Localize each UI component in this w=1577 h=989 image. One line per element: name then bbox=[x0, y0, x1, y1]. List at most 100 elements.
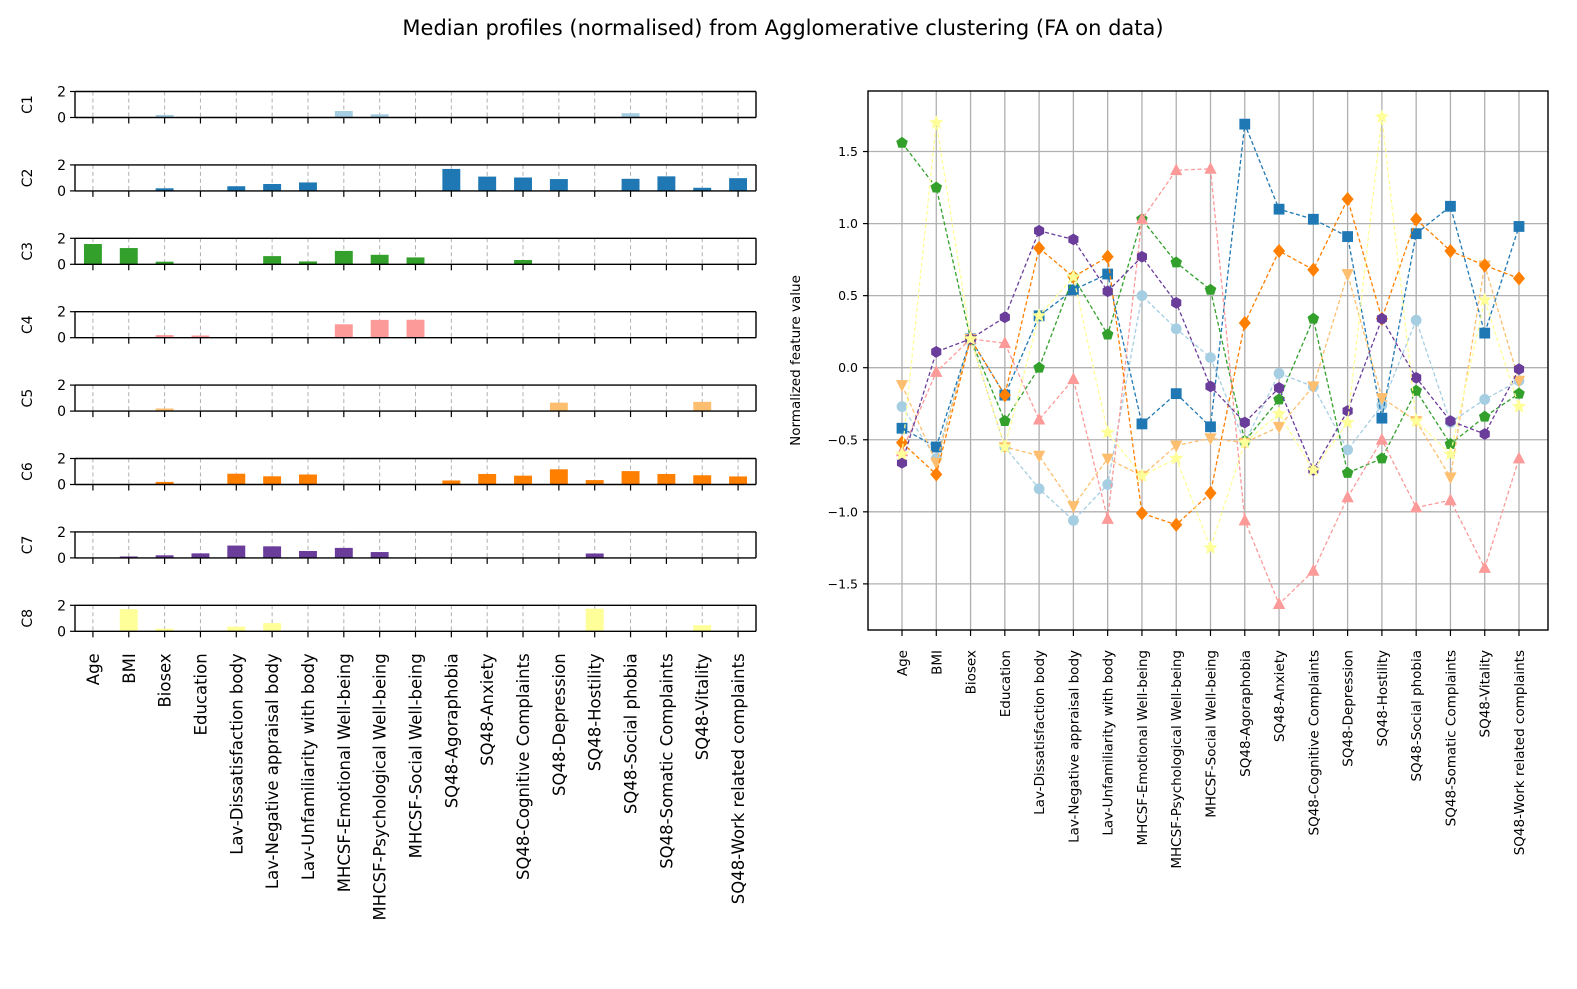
point-5-sq48-anxiety bbox=[1274, 422, 1285, 433]
bar-c6-sq48-anxiety bbox=[478, 474, 496, 485]
bar-c3-bmi bbox=[120, 248, 138, 264]
point-4-lav-unfamiliarity-with-body bbox=[1102, 513, 1113, 524]
point-3-education bbox=[1000, 415, 1011, 425]
y-tick-label: 0 bbox=[57, 551, 66, 567]
point-2-mhcsf-psychological-well-being bbox=[1171, 389, 1181, 399]
point-7-sq48-depression bbox=[1343, 406, 1352, 417]
panel-label-c2: C2 bbox=[20, 169, 36, 188]
point-4-lav-negative-appraisal-body bbox=[1068, 373, 1079, 384]
point-7-lav-negative-appraisal-body bbox=[1069, 234, 1078, 245]
bar-c2-sq48-cognitive-complaints bbox=[514, 178, 532, 191]
panel-c1: 0 2 C1 bbox=[20, 85, 756, 127]
bar-c2-sq48-anxiety bbox=[478, 177, 496, 191]
point-7-sq48-work-related-complaints bbox=[1514, 364, 1523, 375]
point-6-sq48-work-related-complaints bbox=[1514, 272, 1525, 285]
x-tick-label-sq48-cognitive-complaints: SQ48-Cognitive Complaints bbox=[514, 653, 533, 880]
x-tick-label-sq48-depression: SQ48-Depression bbox=[550, 653, 569, 796]
bar-c6-sq48-social-phobia bbox=[622, 471, 640, 484]
bar-c7-mhcsf-emotional-well-being bbox=[335, 548, 353, 558]
panel-c4: 0 2 C4 bbox=[20, 305, 756, 347]
x-tick-label-sq48-anxiety: SQ48-Anxiety bbox=[478, 653, 497, 766]
bar-c8-sq48-hostility bbox=[586, 609, 604, 632]
y-tick-label: 0 bbox=[57, 184, 66, 200]
bar-c7-mhcsf-psychological-well-being bbox=[371, 552, 389, 558]
panel-c2: 0 2 C2 bbox=[20, 158, 756, 200]
bar-c2-lav-negative-appraisal-body bbox=[263, 184, 281, 191]
x-tick-label-lav-dissatisfaction-body: Lav-Dissatisfaction body bbox=[1032, 650, 1048, 815]
point-7-mhcsf-emotional-well-being bbox=[1137, 251, 1146, 262]
point-7-sq48-anxiety bbox=[1274, 382, 1283, 393]
point-4-sq48-agoraphobia bbox=[1239, 514, 1250, 525]
panel-c6: 02C6 bbox=[20, 452, 756, 494]
bar-c6-lav-dissatisfaction-body bbox=[227, 474, 245, 485]
bar-c6-sq48-vitality bbox=[693, 475, 711, 484]
panel-c3: 02C3 bbox=[20, 231, 756, 273]
y-tick-label: 2 bbox=[57, 598, 66, 614]
x-tick-label-sq48-work-related-complaints: SQ48-Work related complaints bbox=[1512, 650, 1528, 855]
x-tick-label-sq48-depression: SQ48-Depression bbox=[1341, 650, 1357, 767]
y-tick-label: −0.5 bbox=[828, 432, 858, 447]
bar-c2-sq48-social-phobia bbox=[622, 179, 640, 191]
point-6-lav-dissatisfaction-body bbox=[1034, 242, 1045, 255]
panel-label-c8: C8 bbox=[20, 609, 36, 628]
bar-c8-sq48-vitality bbox=[693, 625, 711, 631]
panel-c8: 0 2 C8 bbox=[20, 598, 756, 640]
y-tick-label: 2 bbox=[57, 158, 66, 174]
point-1-sq48-vitality bbox=[1480, 394, 1490, 404]
bar-c2-lav-unfamiliarity-with-body bbox=[299, 182, 317, 190]
bar-c2-sq48-depression bbox=[550, 179, 568, 191]
point-7-lav-unfamiliarity-with-body bbox=[1103, 286, 1112, 297]
bar-c6-sq48-somatic-complaints bbox=[657, 474, 675, 485]
x-tick-label-bmi: BMI bbox=[120, 653, 139, 683]
bar-c6-lav-unfamiliarity-with-body bbox=[299, 474, 317, 484]
point-6-sq48-anxiety bbox=[1274, 244, 1285, 257]
x-tick-label-bmi: BMI bbox=[929, 650, 945, 675]
point-5-lav-negative-appraisal-body bbox=[1068, 502, 1079, 513]
point-2-lav-unfamiliarity-with-body bbox=[1103, 269, 1113, 279]
point-1-sq48-social-phobia bbox=[1411, 315, 1421, 325]
bar-c2-sq48-work-related-complaints bbox=[729, 178, 747, 191]
bar-c6-sq48-depression bbox=[550, 469, 568, 484]
bar-c1-mhcsf-emotional-well-being bbox=[335, 111, 353, 118]
point-5-sq48-somatic-complaints bbox=[1445, 473, 1456, 484]
point-7-education bbox=[1000, 312, 1009, 323]
point-2-sq48-cognitive-complaints bbox=[1308, 214, 1318, 224]
point-3-sq48-cognitive-complaints bbox=[1308, 313, 1319, 323]
bar-c5-sq48-depression bbox=[550, 403, 568, 411]
point-2-sq48-anxiety bbox=[1274, 204, 1284, 214]
x-tick-label-lav-negative-appraisal-body: Lav-Negative appraisal body bbox=[1066, 650, 1082, 843]
point-6-sq48-depression bbox=[1342, 193, 1353, 206]
point-3-sq48-vitality bbox=[1479, 411, 1490, 421]
y-axis-label: Normalized feature value bbox=[788, 275, 804, 446]
x-tick-label-mhcsf-social-well-being: MHCSF-Social Well-being bbox=[1204, 650, 1220, 818]
x-tick-label-mhcsf-social-well-being: MHCSF-Social Well-being bbox=[407, 653, 426, 858]
point-6-sq48-cognitive-complaints bbox=[1308, 263, 1319, 276]
point-2-sq48-hostility bbox=[1377, 413, 1387, 423]
point-2-sq48-vitality bbox=[1480, 328, 1490, 338]
bar-c3-mhcsf-psychological-well-being bbox=[371, 255, 389, 264]
point-6-mhcsf-emotional-well-being bbox=[1136, 507, 1147, 520]
line-chart: −1.5 −1.0 −0.5 0.0 0.5 1.0 1.5 Age BMI Biosex Educ… bbox=[788, 91, 1548, 869]
point-2-mhcsf-social-well-being bbox=[1206, 422, 1216, 432]
y-tick-label: 0.0 bbox=[838, 360, 858, 375]
point-3-sq48-hostility bbox=[1377, 453, 1388, 463]
x-tick-label-biosex: Biosex bbox=[964, 650, 980, 694]
point-3-bmi bbox=[931, 182, 942, 192]
bar-c7-lav-dissatisfaction-body bbox=[227, 546, 245, 558]
bar-c7-lav-negative-appraisal-body bbox=[263, 546, 281, 558]
y-tick-label: 2 bbox=[57, 305, 66, 321]
bar-c6-sq48-cognitive-complaints bbox=[514, 476, 532, 485]
x-tick-label-lav-negative-appraisal-body: Lav-Negative appraisal body bbox=[263, 653, 282, 889]
y-tick-label: 0 bbox=[57, 404, 66, 420]
bar-c4-mhcsf-emotional-well-being bbox=[335, 324, 353, 337]
bar-c8-bmi bbox=[120, 609, 138, 631]
bar-c3-age bbox=[84, 244, 102, 264]
bar-small-multiples: 0 2 C1 0 2 C2 0 2 C3 0 2 C4 0 2 C5 0 2 C6 0 2 C7 0 2 C8 Age BMI Bi… bbox=[20, 85, 756, 921]
point-1-mhcsf-psychological-well-being bbox=[1171, 324, 1181, 334]
point-2-sq48-somatic-complaints bbox=[1445, 201, 1455, 211]
panel-c7: 0 2 C7 bbox=[20, 525, 756, 567]
point-2-sq48-agoraphobia bbox=[1240, 119, 1250, 129]
point-2-sq48-work-related-complaints bbox=[1514, 221, 1524, 231]
bar-c3-mhcsf-emotional-well-being bbox=[335, 251, 353, 264]
bar-c4-mhcsf-social-well-being bbox=[407, 320, 425, 338]
